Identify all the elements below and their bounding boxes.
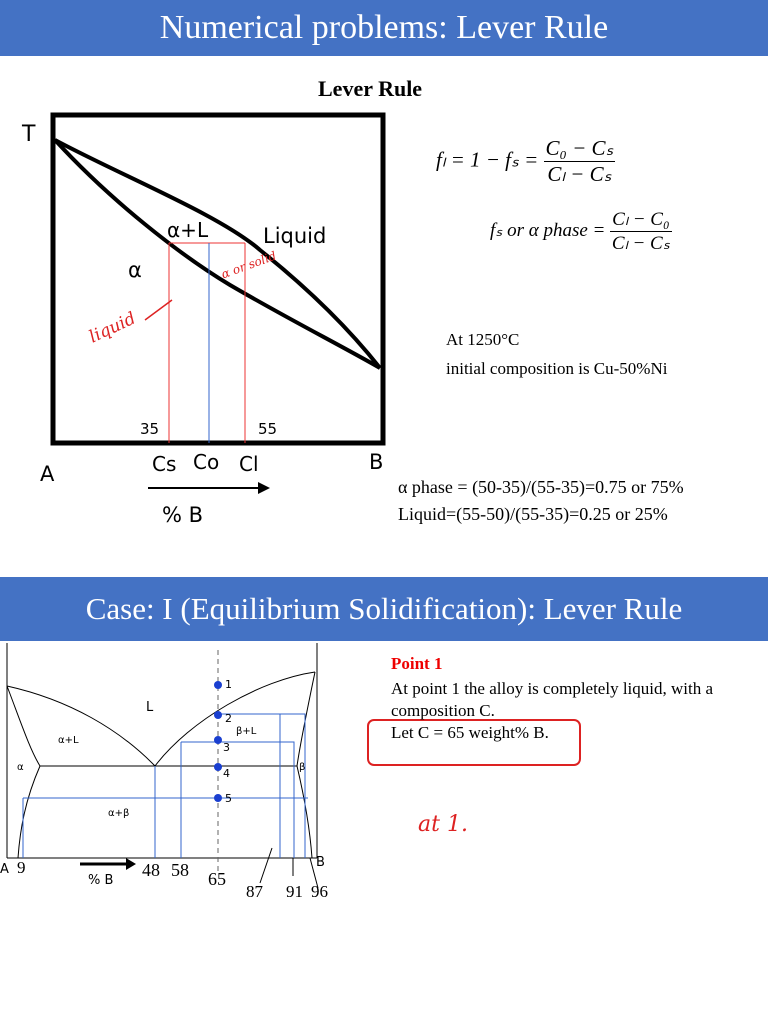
label: L <box>146 700 154 715</box>
label: B <box>369 450 384 474</box>
handwritten-note: at 1. <box>418 812 468 837</box>
label: % B <box>162 503 204 527</box>
composition: 48 <box>142 860 160 880</box>
label: 35 <box>140 420 160 438</box>
slide-header: Numerical problems: Lever Rule <box>0 0 768 56</box>
composition: 87 <box>246 882 263 901</box>
slide-header: Case: I (Equilibrium Solidification): Le… <box>0 577 768 641</box>
point-label: 3 <box>223 741 230 754</box>
composition: 91 <box>286 882 303 901</box>
equation-lhs: fₛ or α phase = <box>490 219 606 241</box>
label: α+β <box>108 808 130 819</box>
composition: 96 <box>311 882 328 901</box>
liquidus <box>54 138 382 370</box>
label: B <box>316 855 325 870</box>
solvus <box>296 765 313 859</box>
label: α+L <box>167 218 209 242</box>
tie-lines <box>22 713 308 858</box>
note-arrow <box>144 299 173 321</box>
denominator: Cₗ − Cₛ <box>547 162 612 186</box>
label: 55 <box>258 420 278 438</box>
composition: 9 <box>17 858 26 877</box>
label: % B <box>88 873 114 888</box>
highlight-box <box>367 719 581 766</box>
points <box>214 681 222 802</box>
solvus <box>17 765 41 859</box>
label: A <box>40 462 55 486</box>
label: Co <box>193 450 220 474</box>
body-text: At point 1 the alloy is completely liqui… <box>391 679 714 720</box>
liquidus <box>6 671 316 767</box>
numerator: Cₗ − C₀ <box>610 209 672 232</box>
label: Cl <box>239 452 259 476</box>
text-line: At 1250°C <box>446 330 520 349</box>
label: T <box>22 122 36 147</box>
label: β <box>299 762 306 773</box>
denominator: Cₗ − Cₛ <box>611 233 670 254</box>
point-label: 2 <box>225 712 232 725</box>
text-line: α phase = (50-35)/(55-35)=0.75 or 75% <box>398 477 684 497</box>
solidus <box>296 671 316 767</box>
arrow-head <box>258 482 270 494</box>
label: α <box>128 258 142 282</box>
label: Liquid <box>263 224 327 248</box>
label: α+L <box>58 735 79 746</box>
label: β+L <box>236 726 257 737</box>
diagram-frame <box>50 112 386 446</box>
subtitle: Lever Rule <box>318 76 423 101</box>
pointer-lines <box>259 847 319 889</box>
composition: 58 <box>171 860 189 880</box>
solidus <box>53 138 381 370</box>
label: A <box>0 862 9 877</box>
point-title: Point 1 <box>391 654 443 673</box>
equation-lhs: fₗ = 1 − fₛ = <box>436 147 539 172</box>
arrow-head <box>126 858 136 870</box>
label: Cs <box>152 452 177 476</box>
solidus <box>6 685 41 767</box>
point-label: 4 <box>223 767 230 780</box>
point-label: 1 <box>225 678 232 691</box>
text-line: initial composition is Cu-50%Ni <box>446 359 668 378</box>
numerator: C₀ − Cₛ <box>543 136 616 162</box>
text-line: Liquid=(55-50)/(55-35)=0.25 or 25% <box>398 504 668 524</box>
point-label: 5 <box>225 792 232 805</box>
label: α <box>17 762 24 773</box>
body-text: Let C = 65 weight% B. <box>391 723 549 742</box>
composition: 65 <box>208 869 226 889</box>
